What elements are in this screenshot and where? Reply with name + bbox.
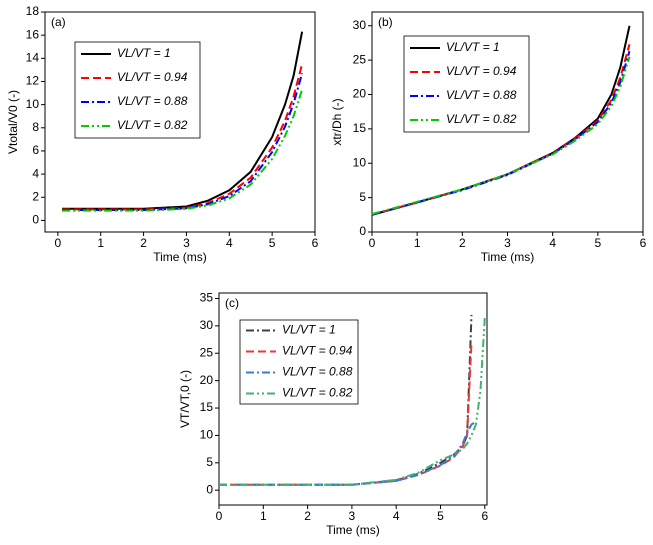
y-tick-label: 0 [359, 224, 366, 238]
legend-label: VL/VT = 0.82 [282, 386, 353, 400]
y-tick-label: 8 [32, 120, 39, 134]
y-tick-label: 10 [200, 428, 214, 442]
legend-label: VL/VT = 1 [446, 40, 500, 54]
x-tick-label: 2 [140, 236, 147, 250]
series-line [219, 342, 473, 486]
plot-frame [44, 11, 316, 233]
legend-label: VL/VT = 0.88 [446, 88, 517, 102]
x-tick-label: 2 [459, 236, 466, 250]
legend-label: VL/VT = 0.88 [282, 365, 353, 379]
x-tick-label: 4 [226, 236, 233, 250]
legend-label: VL/VT = 0.88 [117, 94, 188, 108]
x-tick-label: 4 [549, 236, 556, 250]
x-tick-label: 0 [55, 236, 62, 250]
x-tick-label: 0 [216, 509, 223, 523]
x-tick-label: 1 [260, 509, 267, 523]
x-tick-label: 6 [312, 236, 319, 250]
x-tick-label: 2 [304, 509, 311, 523]
panel-label: (a) [51, 15, 66, 29]
series-line [219, 317, 486, 486]
y-tick-label: 5 [206, 455, 213, 469]
x-axis-label: Time (ms) [481, 250, 535, 264]
x-tick-label: 6 [481, 509, 488, 523]
x-tick-label: 1 [414, 236, 421, 250]
y-tick-label: 6 [32, 143, 39, 157]
series-line [371, 44, 631, 216]
y-tick-label: 2 [32, 189, 39, 203]
y-tick-label: 0 [32, 213, 39, 227]
y-tick-label: 4 [32, 166, 39, 180]
y-tick-label: 12 [26, 74, 40, 88]
series-line [219, 420, 477, 486]
legend-label: VL/VT = 0.94 [282, 344, 353, 358]
legend-label: VL/VT = 0.94 [446, 64, 517, 78]
series-line [371, 56, 631, 216]
x-tick-label: 5 [594, 236, 601, 250]
y-axis-label: VT/VT,0 (-) [178, 370, 192, 428]
y-axis-label: Vtotal/V0 (-) [6, 90, 20, 154]
x-tick-label: 5 [437, 509, 444, 523]
y-tick-label: 30 [200, 318, 214, 332]
legend-label: VL/VT = 0.82 [446, 112, 517, 126]
y-tick-label: 0 [206, 482, 213, 496]
y-tick-label: 20 [353, 87, 367, 101]
x-tick-label: 6 [640, 236, 647, 250]
y-tick-label: 35 [200, 291, 214, 305]
x-tick-label: 4 [393, 509, 400, 523]
legend-label: VL/VT = 1 [282, 323, 336, 337]
legend-box [239, 319, 359, 405]
y-tick-label: 14 [26, 50, 40, 64]
y-tick-label: 5 [359, 190, 366, 204]
x-tick-label: 1 [97, 236, 104, 250]
y-tick-label: 10 [353, 155, 367, 169]
y-tick-label: 25 [200, 345, 214, 359]
legend-box [74, 41, 201, 139]
legend-label: VL/VT = 0.82 [117, 118, 188, 132]
y-tick-label: 10 [26, 97, 40, 111]
x-axis-label: Time (ms) [153, 250, 207, 264]
x-tick-label: 5 [269, 236, 276, 250]
y-axis-label: xtr/Dh (-) [330, 98, 344, 145]
legend-label: VL/VT = 0.94 [117, 70, 188, 84]
legend-label: VL/VT = 1 [117, 46, 171, 60]
y-tick-label: 20 [200, 373, 214, 387]
plot-frame [218, 292, 488, 506]
x-tick-label: 3 [183, 236, 190, 250]
series-line [62, 89, 304, 212]
y-tick-label: 15 [353, 121, 367, 135]
x-tick-label: 0 [369, 236, 376, 250]
y-tick-label: 30 [353, 18, 367, 32]
x-axis-label: Time (ms) [326, 523, 380, 537]
y-tick-label: 16 [26, 27, 40, 41]
legend-box [403, 35, 530, 133]
x-tick-label: 3 [349, 509, 356, 523]
y-tick-label: 18 [26, 4, 40, 18]
y-tick-label: 15 [200, 400, 214, 414]
panel-label: (c) [225, 296, 239, 310]
panel-label: (b) [378, 15, 393, 29]
y-tick-label: 25 [353, 52, 367, 66]
x-tick-label: 3 [504, 236, 511, 250]
